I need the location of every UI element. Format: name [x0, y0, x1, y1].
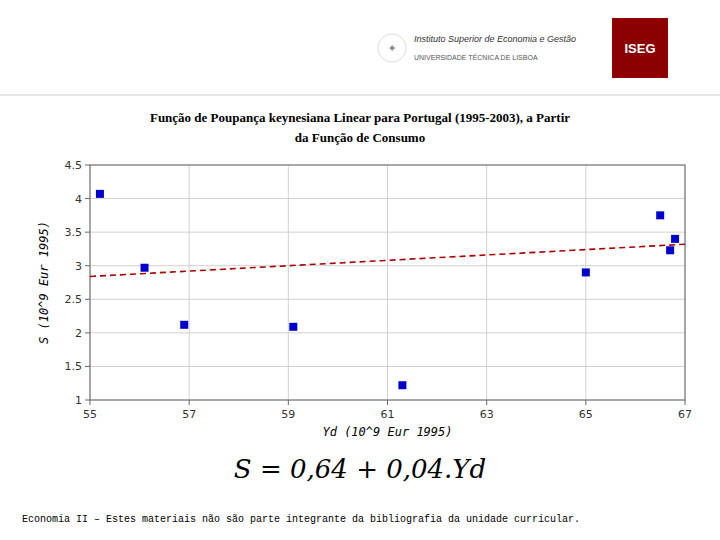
logo-text: Instituto Superior de Economia e Gestão [414, 34, 576, 44]
grid-line-x [387, 165, 388, 400]
x-axis-label: Yd (10^9 Eur 1995) [322, 425, 452, 439]
y-axis-label: S (10^9 Eur 1995) [37, 221, 51, 344]
tick-x [387, 400, 388, 405]
tick-x [90, 400, 91, 405]
subtitle: da Função de Consumo [295, 130, 425, 145]
grid-line-x [288, 165, 289, 400]
tick-label-x: 63 [480, 408, 494, 421]
footer: Economia II – Estes materiais não são pa… [22, 514, 580, 525]
badge-text: ISEG [624, 41, 655, 56]
tick-x [189, 400, 190, 405]
tick-label-x: 67 [678, 408, 692, 421]
tick-y [85, 165, 90, 166]
grid-line-y [90, 198, 685, 199]
header-rule [0, 95, 720, 96]
title: Função de Poupança keynesiana Linear par… [150, 110, 570, 125]
tick-label-x: 57 [182, 408, 196, 421]
grid-line-y [90, 299, 685, 300]
tick-label-x: 61 [381, 408, 395, 421]
axes: 55 57 59 61 63 65 67 1 1.5 2 2.5 3 3.5 4 4.5 [65, 159, 693, 421]
tick-label-y: 1.5 [65, 360, 83, 373]
chart: ✦ Instituto Superior de Economia e Gestão… [0, 0, 720, 540]
scatter-point [96, 190, 104, 198]
scatter-point [582, 268, 590, 276]
tick-y [85, 299, 90, 300]
background [0, 0, 720, 540]
logo-subtext: UNIVERSIDADE TÉCNICA DE LISBOA [414, 53, 538, 61]
tick-label-y: 2 [75, 327, 82, 340]
scatter-point [398, 381, 406, 389]
tick-y [85, 265, 90, 266]
grid-line-y [90, 366, 685, 367]
grid-line-x [189, 165, 190, 400]
badge [612, 18, 668, 78]
tick-x [585, 400, 586, 405]
grid-line-y [90, 332, 685, 333]
scatter-point [180, 321, 188, 329]
tick-y [85, 400, 90, 401]
tick-label-y: 4.5 [65, 159, 83, 172]
data [90, 190, 685, 389]
tick-y [85, 198, 90, 199]
tick-label-y: 2.5 [65, 293, 83, 306]
crest [378, 34, 406, 62]
grid-line-x [585, 165, 586, 400]
tick-x [685, 400, 686, 405]
grid-line-y [90, 265, 685, 266]
tick-y [85, 366, 90, 367]
grid-line-y [90, 232, 685, 233]
tick-y [85, 232, 90, 233]
plot-frame [90, 165, 685, 400]
grid [90, 165, 685, 400]
tick-label-x: 55 [83, 408, 97, 421]
tick-label-y: 3 [75, 260, 82, 273]
crest-symbol: ✦ [387, 42, 396, 55]
scatter-point [666, 246, 674, 254]
tick-x [288, 400, 289, 405]
tick-x [486, 400, 487, 405]
tick-label-x: 65 [579, 408, 593, 421]
regression-line [90, 244, 685, 276]
tick-label-x: 59 [281, 408, 295, 421]
grid-line-x [486, 165, 487, 400]
tick-label-y: 3.5 [65, 226, 83, 239]
tick-y [85, 332, 90, 333]
scatter-point [289, 323, 297, 331]
tick-label-y: 1 [75, 394, 82, 407]
tick-label-y: 4 [75, 193, 82, 206]
equation: S = 0,64 + 0,04.Yd [234, 454, 486, 484]
scatter-point [141, 264, 149, 272]
scatter-point [671, 235, 679, 243]
scatter-point [656, 211, 664, 219]
